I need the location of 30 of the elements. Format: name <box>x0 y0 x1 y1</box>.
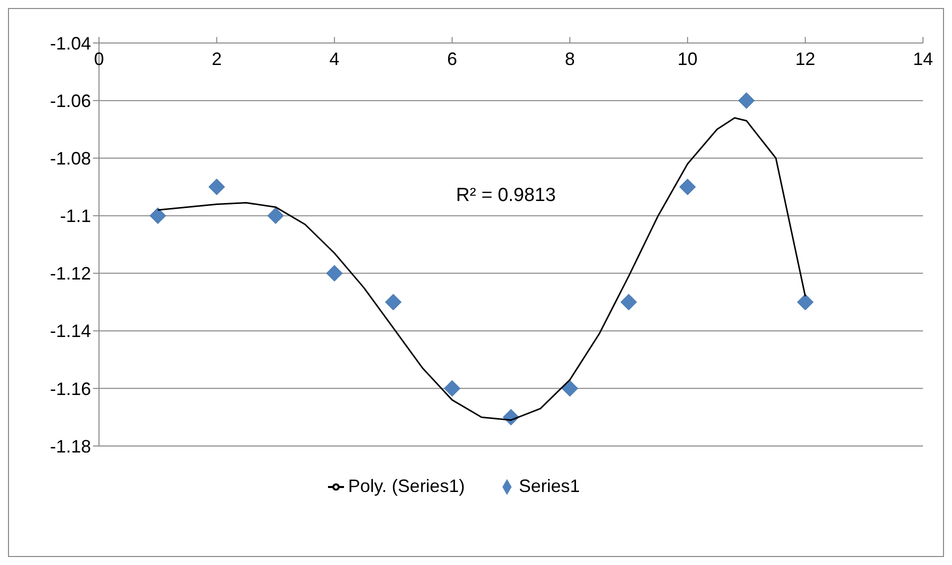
x-tick-label: 4 <box>329 49 340 69</box>
y-tick-label: -1.06 <box>50 90 91 111</box>
point <box>620 294 637 310</box>
y-tick-label: -1.18 <box>50 436 91 456</box>
point <box>385 294 402 310</box>
point <box>267 207 284 224</box>
y-tick-label: -1.12 <box>50 264 91 284</box>
y-tick-label: -1.08 <box>50 148 91 169</box>
y-tick-label: -1.04 <box>50 33 91 54</box>
y-tick-label: -1.1 <box>60 206 91 226</box>
x-tick-label: 14 <box>912 49 934 69</box>
point <box>679 178 696 196</box>
point <box>797 294 814 310</box>
x-tick-label: 0 <box>94 49 104 69</box>
point <box>326 265 343 282</box>
point <box>738 92 755 109</box>
point <box>444 380 460 397</box>
y-tick-label: -1.14 <box>50 321 91 342</box>
legend-label: Series1 <box>518 476 580 496</box>
annotation: R² = 0.9813 <box>456 185 556 207</box>
x-tick-label: 12 <box>795 49 816 69</box>
point <box>208 178 225 196</box>
y-tick-label: -1.16 <box>50 378 91 399</box>
point <box>562 380 578 397</box>
point <box>150 207 166 224</box>
legend-label: Poly. (Series1) <box>348 476 465 496</box>
x-tick-label: 10 <box>678 49 698 69</box>
x-tick-label: 8 <box>564 49 575 69</box>
x-tick-label: 6 <box>447 49 458 69</box>
x-tick-label: 2 <box>212 49 222 69</box>
